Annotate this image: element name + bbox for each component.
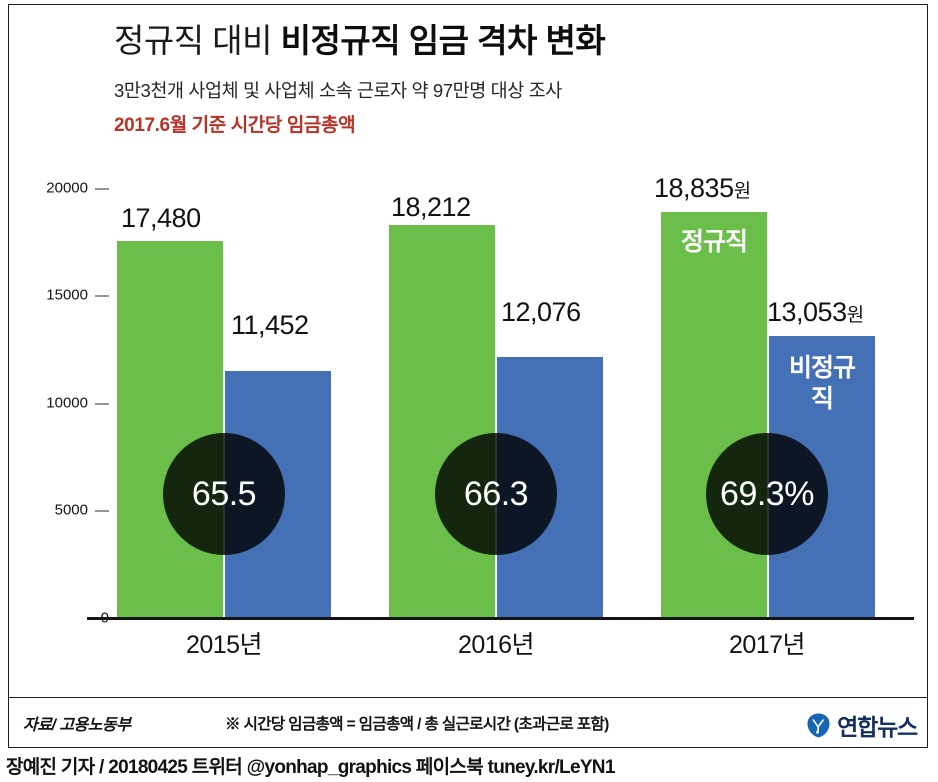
y-axis-tick-10000: 10000	[0, 395, 109, 412]
bar-value-label-2016-irregular: 12,076	[501, 297, 581, 328]
y-tick-dash-icon	[95, 403, 109, 405]
bar-value-label-2015-irregular: 11,452	[231, 310, 309, 341]
page-title: 정규직 대비 비정규직 임금 격차 변화	[114, 19, 874, 63]
brand-logo: 연합뉴스	[805, 708, 918, 742]
bar-2016-regular[interactable]	[389, 225, 495, 617]
bar-2017-regular[interactable]	[661, 212, 767, 617]
title-light-part: 정규직 대비	[114, 22, 281, 59]
legend-text-line1: 비정규	[788, 354, 856, 382]
bar-2015-regular[interactable]	[117, 241, 223, 617]
bar-value-unit: 원	[733, 181, 751, 202]
header: 정규직 대비 비정규직 임금 격차 변화 3만3천개 사업체 및 사업체 소속 …	[114, 19, 874, 137]
y-tick-dash-icon	[95, 510, 109, 512]
y-axis-tick-15000: 15000	[0, 287, 109, 304]
bar-value-unit: 원	[846, 305, 864, 326]
bar-value-text: 11,452	[231, 310, 309, 340]
y-axis-tick-5000: 5000	[0, 502, 109, 519]
legend-text-line2: 직	[810, 385, 834, 413]
bar-value-text: 17,480	[121, 203, 201, 233]
byline: 장예진 기자 / 20180425 트위터 @yonhap_graphics 페…	[6, 757, 615, 778]
y-axis-tick-label: 15000	[46, 286, 88, 304]
bar-value-label-2017-irregular: 13,053원	[767, 297, 864, 328]
legend-label-regular: 정규직	[661, 227, 767, 258]
y-axis-tick-20000: 20000	[0, 180, 109, 197]
yonhap-logo-icon	[805, 712, 832, 739]
source-credit: 자료/ 고용노동부	[23, 717, 131, 734]
methodology-note: ※ 시간당 임금총액 = 임금총액 / 총 실근로시간 (초과근로 포함)	[225, 716, 609, 733]
bar-value-label-2016-regular: 18,212	[391, 192, 471, 223]
x-axis-label-2017: 2017년	[657, 625, 877, 661]
x-axis-baseline	[87, 617, 914, 620]
ratio-value: 65.5	[191, 475, 257, 513]
x-axis-label-2015: 2015년	[114, 625, 334, 661]
subtitle: 3만3천개 사업체 및 사업체 소속 근로자 약 97만명 대상 조사	[114, 80, 562, 101]
bar-value-label-2017-regular: 18,835원	[654, 173, 751, 204]
chart-plot-area: 20000 15000 10000 5000 0 17,480 11,452 6…	[9, 5, 929, 749]
ratio-value: 66.3	[463, 475, 529, 513]
y-axis-tick-label: 5000	[54, 501, 88, 519]
footer-divider	[9, 697, 927, 698]
bar-value-text: 18,212	[391, 192, 471, 222]
bar-value-text: 12,076	[501, 297, 581, 327]
y-tick-dash-icon	[95, 188, 109, 190]
bar-value-label-2015-regular: 17,480	[121, 203, 201, 234]
y-axis-tick-label: 10000	[46, 394, 88, 412]
subtitle-highlight: 2017.6월 기준 시간당 임금총액	[114, 115, 356, 136]
ratio-value: 69.3%	[720, 475, 814, 513]
y-axis-tick-label: 20000	[46, 179, 88, 197]
brand-name: 연합뉴스	[837, 714, 918, 740]
ratio-bubble-2015: 65.5	[163, 433, 285, 555]
infographic-card: 정규직 대비 비정규직 임금 격차 변화 3만3천개 사업체 및 사업체 소속 …	[8, 4, 928, 748]
title-bold-part: 비정규직 임금 격차 변화	[280, 22, 606, 59]
x-axis-label-text: 2017년	[728, 631, 806, 659]
x-axis-label-text: 2015년	[185, 631, 263, 659]
bar-value-text: 18,835	[654, 173, 734, 203]
ratio-bubble-2017: 69.3%	[706, 433, 828, 555]
x-axis-label-text: 2016년	[457, 631, 535, 659]
ratio-bubble-2016: 66.3	[435, 433, 557, 555]
bar-value-text: 13,053	[767, 297, 847, 327]
x-axis-label-2016: 2016년	[386, 625, 606, 661]
legend-text: 정규직	[680, 228, 748, 256]
y-tick-dash-icon	[95, 295, 109, 297]
